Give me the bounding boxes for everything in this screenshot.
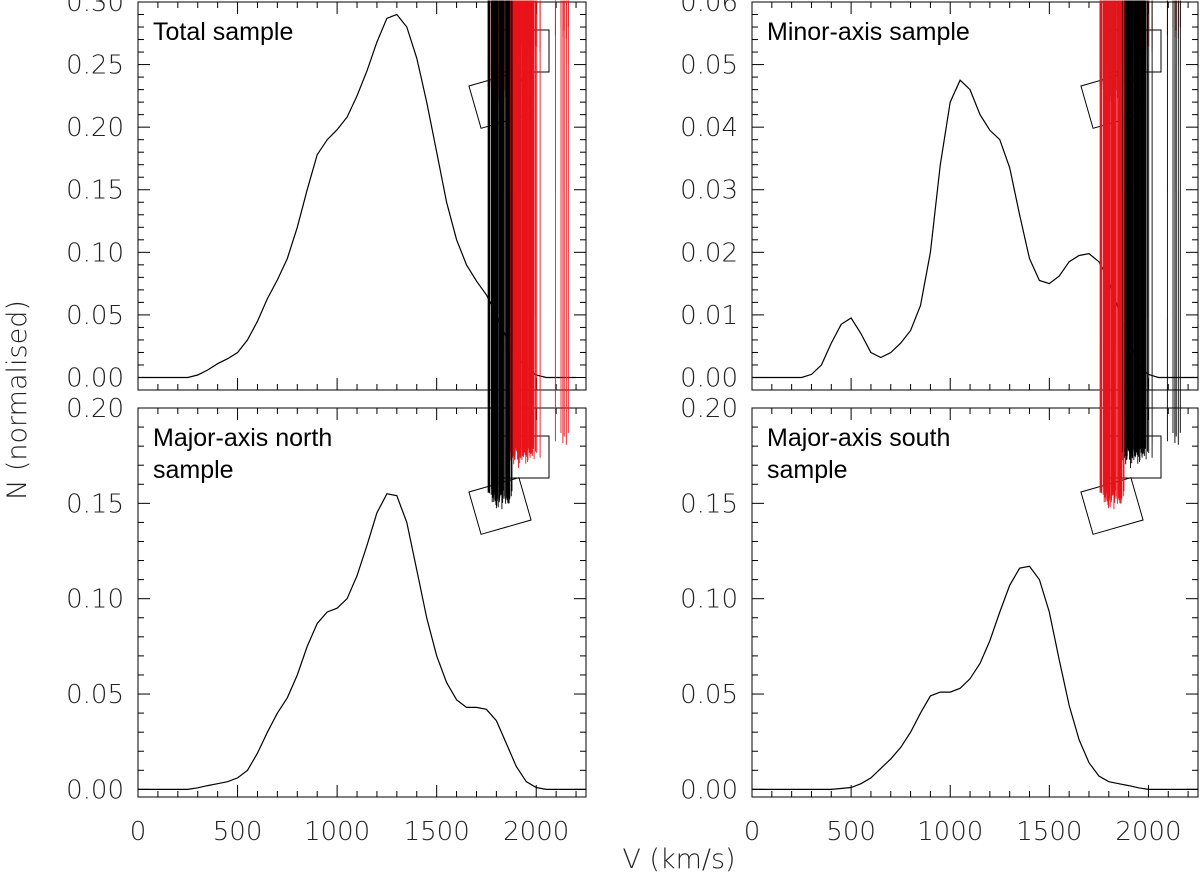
x-tick-label: 1000 (304, 817, 370, 847)
panel-title-line: Major-axis south (767, 424, 950, 452)
y-tick-label: 0.10 (680, 585, 738, 615)
y-tick-label: 0.25 (66, 51, 124, 81)
x-tick-label: 500 (826, 817, 876, 847)
y-tick-label: 0.10 (66, 585, 124, 615)
plot-frame (137, 1, 587, 391)
panel-title-line: Major-axis north (153, 424, 332, 452)
x-tick-label: 1500 (1016, 817, 1082, 847)
panel-3: 0 500 1000 1500 2000 0.00 0.05 0.10 0.15 0.20 Majo… (66, 0, 587, 847)
x-tick-label: 500 (213, 817, 263, 847)
panel-title-line: Minor-axis sample (767, 18, 970, 46)
y-tick-label: 0.10 (66, 238, 124, 268)
y-tick-label: 0.06 (680, 0, 738, 18)
y-tick-label: 0.02 (680, 238, 738, 268)
panel-title-line: sample (153, 456, 234, 484)
plot-frame (137, 407, 587, 798)
x-tick-label: 2000 (503, 817, 569, 847)
y-tick-label: 0.15 (66, 176, 124, 206)
x-tick-label: 0 (744, 817, 761, 847)
y-tick-label: 0.15 (66, 489, 124, 519)
field-inset (1080, 0, 1181, 535)
y-tick-label: 0.00 (680, 363, 738, 393)
field-inset (468, 0, 569, 535)
y-tick-label: 0.20 (66, 394, 124, 424)
x-tick-label: 1000 (917, 817, 983, 847)
panels: 0.00 0.05 0.10 0.15 0.20 0.25 0.30 Total sample… (66, 0, 1199, 847)
y-axis-title: N (normalised) (2, 300, 33, 500)
y-tick-label: 0.15 (680, 489, 738, 519)
y-tick-label: 0.05 (66, 680, 124, 710)
panel-title-line: sample (767, 456, 848, 484)
y-tick-label: 0.30 (66, 0, 124, 18)
plot-frame (751, 407, 1199, 798)
x-tick-label: 0 (130, 817, 147, 847)
panel-title-line: Total sample (153, 18, 293, 46)
panel-title: Minor-axis sample (767, 18, 970, 46)
x-axis-title: V (km/s) (622, 844, 735, 875)
panel-title: Major-axis north sample (153, 424, 332, 484)
y-tick-label: 0.00 (66, 363, 124, 393)
y-tick-label: 0.05 (66, 301, 124, 331)
y-tick-label: 0.04 (680, 113, 738, 143)
y-tick-label: 0.05 (680, 51, 738, 81)
panel-title: Major-axis south sample (767, 424, 950, 484)
y-tick-label: 0.00 (680, 775, 738, 805)
density-curve (752, 565, 1198, 790)
y-tick-label: 0.00 (66, 775, 124, 805)
x-tick-label: 2000 (1115, 817, 1181, 847)
panel-4: 0 500 1000 1500 2000 0.00 0.05 0.10 0.15 0.20 Majo… (680, 0, 1199, 847)
y-tick-label: 0.05 (680, 680, 738, 710)
plot-frame (751, 1, 1199, 391)
x-tick-label: 1500 (404, 817, 470, 847)
y-tick-label: 0.20 (680, 394, 738, 424)
panel-title: Total sample (153, 18, 293, 46)
y-tick-label: 0.03 (680, 176, 738, 206)
y-tick-label: 0.01 (680, 301, 738, 331)
density-curve (138, 493, 586, 790)
y-tick-label: 0.20 (66, 113, 124, 143)
